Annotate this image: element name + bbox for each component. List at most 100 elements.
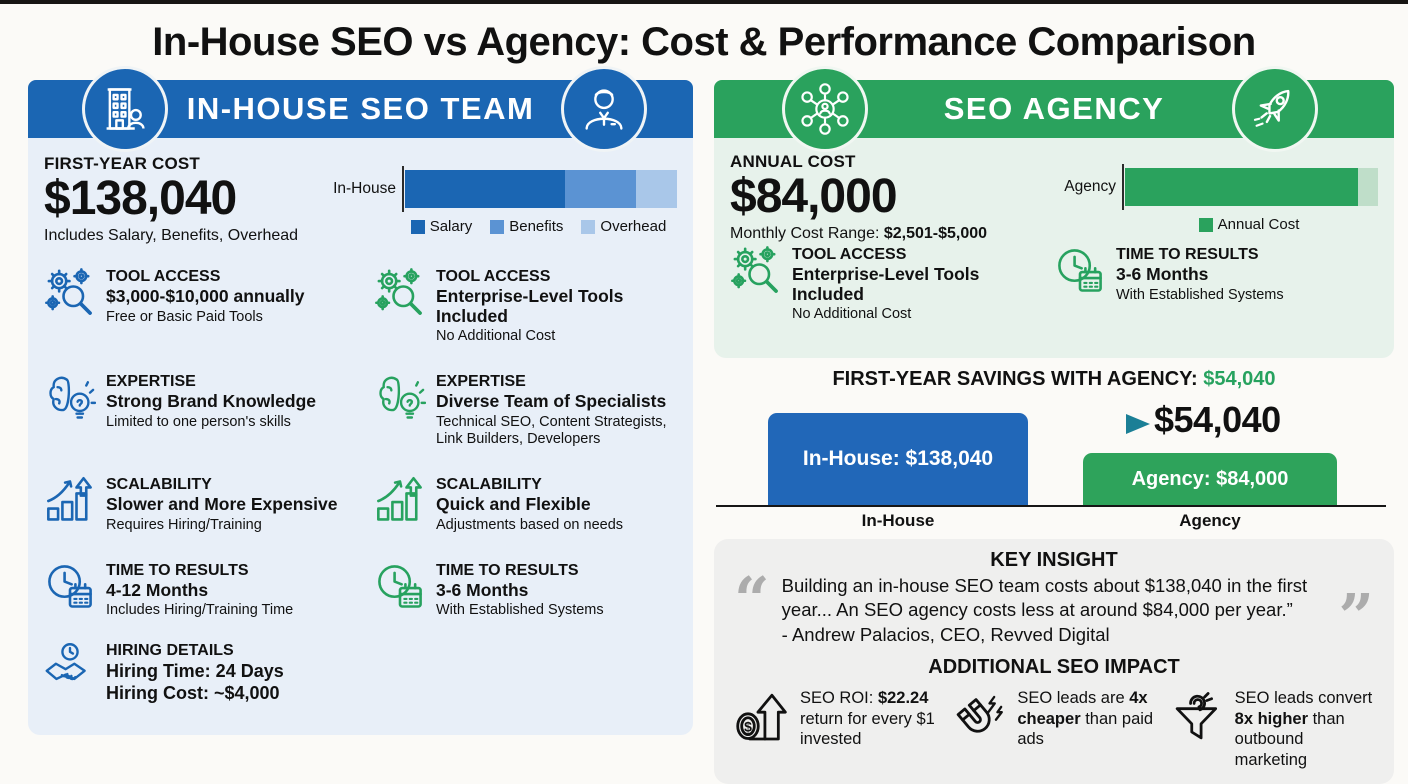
annual-cost-swatch [1198, 217, 1213, 232]
quote-text: Building an in-house SEO team costs abou… [781, 575, 1308, 621]
feature-title: TIME TO RESULTS [106, 561, 249, 579]
agency-cost-bar: Agency: $84,000 [1083, 453, 1337, 505]
feature-time-agency-style: TIME TO RESULTS 3-6 Months With Establis… [374, 561, 677, 620]
feature-note: No Additional Cost [792, 306, 912, 323]
inhouse-cost-amount: $138,040 [44, 172, 237, 225]
network-people-icon [782, 66, 868, 152]
agency-cost-amount: $84,000 [730, 170, 898, 223]
agency-panel-body: ANNUAL COST $84,000 Monthly Cost Range: … [714, 138, 1394, 358]
overhead-swatch [581, 219, 596, 234]
savings-title: FIRST-YEAR SAVINGS WITH AGENCY: $54,040 [714, 368, 1394, 391]
inhouse-panel-header: IN-HOUSE SEO TEAM [28, 66, 693, 152]
feature-note: Limited to one person's skills [106, 413, 291, 430]
feature-scalability-agency-style: SCALABILITY Quick and Flexible Adjustmen… [374, 475, 677, 534]
savings-section: FIRST-YEAR SAVINGS WITH AGENCY: $54,040 … [714, 358, 1394, 531]
agency-panel-header: SEO AGENCY [714, 66, 1394, 152]
feature-value: Quick and Flexible [436, 494, 591, 515]
impact-text: SEO leads convert 8x higher than outboun… [1235, 688, 1374, 770]
inhouse-cost-chart: In-House Salary [330, 154, 677, 245]
impact-text-pre: SEO leads are [1017, 689, 1130, 708]
annual-cost-bar-tip [1357, 168, 1378, 206]
inhouse-cost-bar-label: In-House: $138,040 [802, 447, 994, 470]
annual-cost-bar-segment [1125, 168, 1358, 206]
overhead-bar-segment [636, 170, 677, 208]
impact-text-post: return for every $1 invested [800, 709, 935, 749]
agency-bar [1125, 168, 1378, 206]
monthly-range-value: $2,501-$5,000 [883, 224, 988, 242]
inhouse-cost-note: Includes Salary, Benefits, Overhead [44, 226, 299, 244]
feature-value: 3-6 Months [1116, 263, 1209, 284]
brain-lightbulb-icon [374, 372, 426, 424]
feature-note: No Additional Cost [436, 328, 556, 345]
agency-chart-legend: Annual Cost [1120, 216, 1378, 233]
agency-cost-row: ANNUAL COST $84,000 Monthly Cost Range: … [730, 152, 1378, 243]
inhouse-chart-legend: Salary Benefits Overhead [400, 218, 677, 235]
agency-cost-bar-label: Agency: $84,000 [1131, 467, 1289, 490]
inhouse-panel-body: FIRST-YEAR COST $138,040 Includes Salary… [28, 138, 693, 735]
inhouse-features-grid: TOOL ACCESS $3,000-$10,000 annually Free… [44, 267, 677, 620]
inhouse-cost-block: FIRST-YEAR COST $138,040 Includes Salary… [44, 154, 330, 245]
impact-text-bold: 4x cheaper [1017, 689, 1148, 728]
impact-text-pre: SEO ROI: [800, 689, 878, 708]
chart-baseline [716, 505, 1386, 507]
agency-cost-label: ANNUAL COST [730, 152, 856, 171]
feature-title: SCALABILITY [106, 476, 212, 494]
inhouse-stacked-bar [405, 170, 677, 208]
agency-features-row: TOOL ACCESS Enterprise-Level Tools Inclu… [730, 245, 1378, 323]
feature-note: Adjustments based on needs [436, 516, 624, 533]
feature-title: EXPERTISE [436, 373, 526, 391]
salary-legend-label: Salary [429, 218, 473, 235]
quote-row: “ Building an in-house SEO team costs ab… [734, 563, 1374, 654]
feature-title: EXPERTISE [106, 373, 196, 391]
impact-item-convert-higher: SEO leads convert 8x higher than outboun… [1169, 688, 1374, 770]
agency-cost-chart: Agency Annual Cost [1050, 152, 1378, 243]
impact-text-post: than paid ads [1017, 709, 1154, 749]
annual-cost-legend-label: Annual Cost [1217, 216, 1300, 233]
feature-tool-access-agency-style: TOOL ACCESS Enterprise-Level Tools Inclu… [374, 267, 677, 345]
inhouse-panel-title: IN-HOUSE SEO TEAM [186, 91, 535, 126]
impact-text-bold: 8x higher [1234, 709, 1309, 728]
close-quote-icon: ” [1338, 580, 1374, 654]
feature-title: TOOL ACCESS [106, 267, 221, 285]
magnet-icon [951, 690, 1007, 746]
savings-title-value: $54,040 [1203, 368, 1276, 390]
legend-annual-cost: Annual Cost [1198, 216, 1300, 233]
agency-column: SEO AGENCY ANNUAL COST $84,000 Monthly C… [714, 66, 1394, 784]
agency-cost-block: ANNUAL COST $84,000 Monthly Cost Range: … [730, 152, 1050, 243]
feature-value: Enterprise-Level Tools Included [792, 263, 980, 304]
clock-calendar-icon [44, 561, 96, 613]
feature-scalability-inhouse: SCALABILITY Slower and More Expensive Re… [44, 475, 374, 534]
inhouse-cost-row: FIRST-YEAR COST $138,040 Includes Salary… [44, 154, 677, 245]
dollar-growth-icon [734, 690, 790, 746]
page-title: In-House SEO vs Agency: Cost & Performan… [152, 20, 1256, 64]
salary-bar-segment [405, 170, 566, 208]
hiring-cost: Hiring Cost: ~$4,000 [106, 683, 280, 704]
gear-search-icon [374, 267, 426, 319]
building-icon [82, 66, 168, 152]
legend-benefits: Benefits [490, 218, 563, 235]
comparison-columns: IN-HOUSE SEO TEAM FIRST-YEAR COST $138,0… [0, 66, 1408, 784]
feature-title: TOOL ACCESS [792, 245, 907, 263]
feature-title: SCALABILITY [436, 476, 542, 494]
feature-title: TOOL ACCESS [436, 267, 551, 285]
gear-search-icon [44, 267, 96, 319]
clock-calendar-icon [374, 561, 426, 613]
open-quote-icon: “ [734, 563, 770, 636]
agency-feature-time: TIME TO RESULTS 3-6 Months With Establis… [1054, 245, 1378, 323]
brain-lightbulb-icon [44, 372, 96, 424]
growth-chart-icon [44, 475, 96, 527]
feature-note: Includes Hiring/Training Time [106, 602, 294, 619]
handshake-clock-icon [44, 641, 96, 693]
savings-arrow-icon [1038, 414, 1150, 434]
top-edge-strip [0, 0, 1408, 4]
agency-bar-plot [1122, 164, 1378, 210]
hiring-time: Hiring Time: 24 Days [106, 661, 284, 682]
feature-note: Technical SEO, Content Strategists, Link… [436, 413, 667, 447]
overhead-legend-label: Overhead [600, 218, 667, 235]
feature-value: Slower and More Expensive [106, 494, 338, 515]
gear-search-icon [730, 245, 782, 297]
feature-tool-access-inhouse: TOOL ACCESS $3,000-$10,000 annually Free… [44, 267, 374, 345]
growth-chart-icon [374, 475, 426, 527]
inhouse-bar-label: In-House [333, 180, 396, 197]
savings-amount: $54,040 [1154, 399, 1281, 440]
